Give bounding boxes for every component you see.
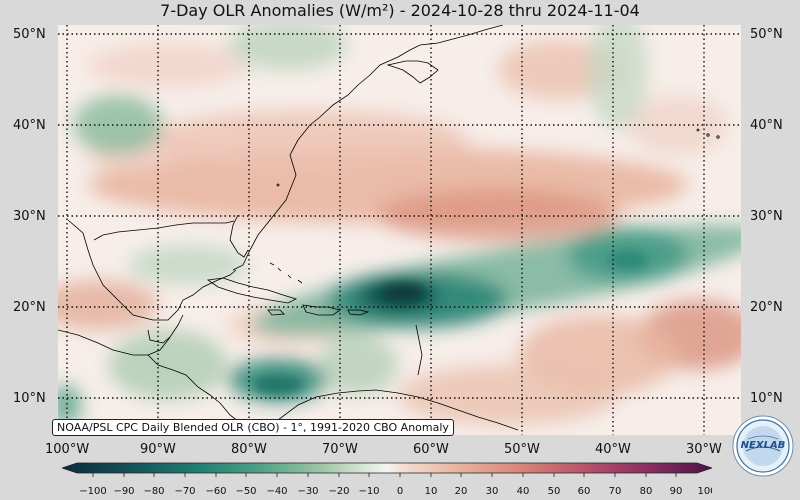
cbar-tick: 100 [697,486,712,497]
cbar-tick: −60 [205,486,226,497]
lat-label-right-10: 10°N [750,391,783,406]
cbar-tick: 40 [517,486,530,497]
lat-label-right-30: 30°N [750,209,783,224]
lat-label-right-20: 20°N [750,300,783,315]
lat-label-left-40: 40°N [13,118,46,133]
cbar-tick: −50 [235,486,256,497]
olr-anomaly-map [57,24,741,435]
lat-label-right-50: 50°N [750,27,783,42]
lon-label-40w: 40°W [595,442,631,457]
colorbar-ticks: −100 −90 −80 −70 −60 −50 −40 −30 −20 −10… [79,486,712,497]
cbar-tick: −20 [328,486,349,497]
lon-label-80w: 80°W [231,442,267,457]
lat-label-left-50: 50°N [13,27,46,42]
colorbar: −100 −90 −80 −70 −60 −50 −40 −30 −20 −10… [62,462,712,497]
cbar-tick: 20 [455,486,468,497]
cbar-tick: 30 [486,486,499,497]
map-canvas [57,24,741,435]
cbar-tick: 10 [425,486,438,497]
map-title: 7-Day OLR Anomalies (W/m²) - 2024-10-28 … [160,1,640,20]
logo-text: NEXLAB [741,440,786,451]
data-source-label: NOAA/PSL CPC Daily Blended OLR (CBO) - 1… [52,419,454,436]
lon-label-70w: 70°W [322,442,358,457]
cbar-tick: −100 [79,486,106,497]
cbar-tick: −90 [113,486,134,497]
cbar-tick: −80 [143,486,164,497]
cbar-tick: 50 [548,486,561,497]
cbar-tick: 0 [397,486,403,497]
lon-label-30w: 30°W [686,442,722,457]
cbar-tick: −30 [297,486,318,497]
nexlab-logo: NEXLAB [732,415,794,477]
cbar-tick: −10 [358,486,379,497]
lat-label-left-20: 20°N [13,300,46,315]
colorbar-ramp [62,462,712,474]
graticule [58,25,741,435]
lat-label-left-30: 30°N [13,209,46,224]
cbar-tick: 90 [670,486,683,497]
coastlines [57,24,720,434]
cbar-tick: −70 [174,486,195,497]
lon-label-100w: 100°W [45,442,90,457]
lat-label-right-40: 40°N [750,118,783,133]
cbar-tick: −40 [266,486,287,497]
lat-label-left-10: 10°N [13,391,46,406]
lon-label-90w: 90°W [140,442,176,457]
cbar-tick: 80 [640,486,653,497]
cbar-tick: 70 [609,486,622,497]
cbar-tick: 60 [578,486,591,497]
lon-label-60w: 60°W [413,442,449,457]
lon-label-50w: 50°W [504,442,540,457]
